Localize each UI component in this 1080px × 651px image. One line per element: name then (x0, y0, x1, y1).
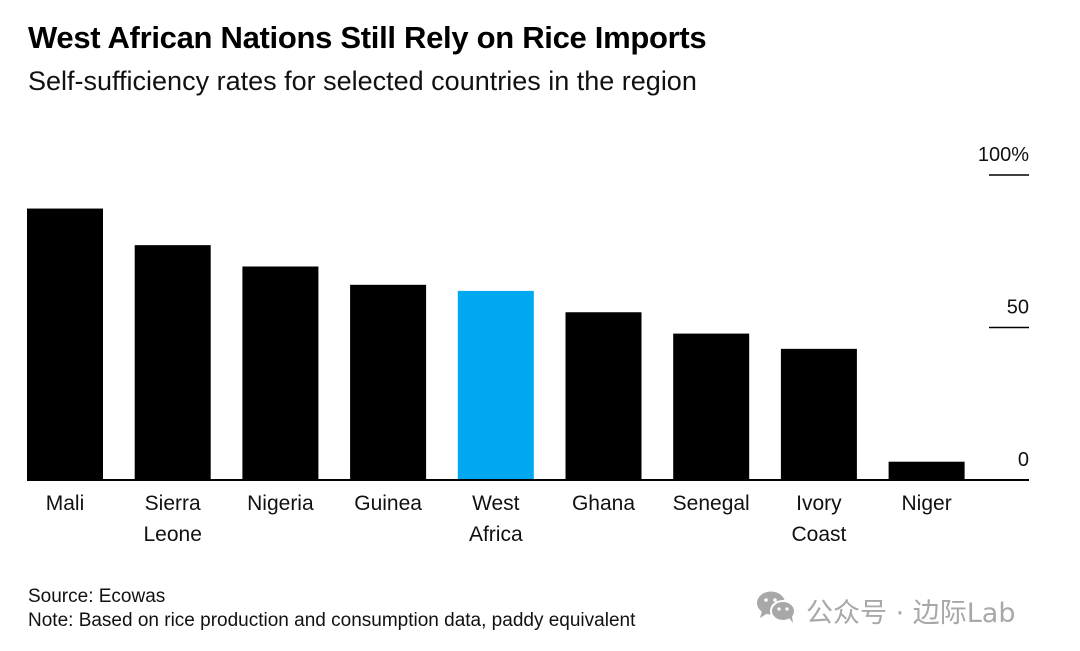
bar-mali (27, 208, 103, 481)
x-tick-label: Niger (902, 492, 952, 515)
chart-title: West African Nations Still Rely on Rice … (28, 20, 707, 55)
y-tick-label: 50 (1007, 297, 1029, 319)
x-tick-label-line: Coast (791, 523, 846, 546)
x-tick-label: Sierra Leone (143, 492, 201, 546)
bar-guinea (350, 284, 427, 480)
x-tick-label: Guinea (354, 492, 422, 515)
x-tick-label: Ghana (572, 492, 635, 515)
watermark-text: 公众号 · 边际Lab (806, 598, 1016, 629)
x-tick-label: Mali (46, 492, 85, 515)
bar-nigeria (242, 266, 319, 480)
x-tick-label-line: Leone (143, 523, 201, 546)
x-tick-label-line: Ghana (572, 492, 635, 515)
bar-senegal (673, 333, 750, 480)
x-tick-label-line: Africa (469, 523, 523, 546)
bar-chart: Mali Sierra Leone Nigeria Guinea West Africa Gh… (27, 144, 1029, 546)
note-text: Note: Based on rice production and consu… (28, 610, 636, 631)
watermark: 公众号 · 边际Lab (756, 590, 1015, 631)
x-tick-label-line: Guinea (354, 492, 422, 515)
x-tick-label-line: Senegal (673, 492, 750, 515)
x-tick-label-line: Ivory (796, 492, 842, 515)
x-tick-label-line: Sierra (145, 492, 201, 515)
x-tick-label-line: West (472, 492, 520, 515)
y-tick-label: 0 (1018, 449, 1029, 471)
wechat-icon (756, 590, 798, 631)
x-tick-label: Senegal (673, 492, 750, 515)
x-tick-label-line: Niger (902, 492, 952, 515)
x-tick-label: Ivory Coast (791, 492, 846, 546)
bar-west-africa (457, 290, 534, 480)
bar-sierra-leone (134, 245, 211, 480)
source-text: Source: Ecowas (28, 586, 166, 607)
x-tick-label: Nigeria (247, 492, 314, 515)
bar-niger (888, 461, 965, 480)
y-tick-label: 100% (978, 144, 1029, 166)
x-tick-label: West Africa (469, 492, 523, 546)
x-tick-label-line: Nigeria (247, 492, 314, 515)
x-tick-label-line: Mali (46, 492, 85, 515)
chart-subtitle: Self-sufficiency rates for selected coun… (28, 66, 697, 96)
bar-ivory-coast (780, 348, 857, 480)
bar-ghana (565, 312, 642, 480)
